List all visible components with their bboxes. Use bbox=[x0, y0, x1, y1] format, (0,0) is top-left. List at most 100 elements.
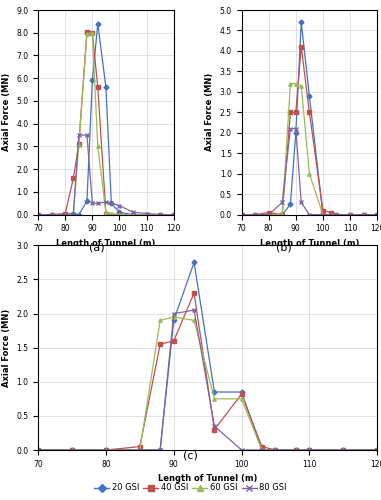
80 GSI bbox=[307, 212, 312, 218]
40 GSI bbox=[171, 338, 176, 344]
80 GSI bbox=[253, 212, 258, 218]
60 GSI bbox=[192, 318, 196, 324]
80 GSI bbox=[117, 202, 122, 208]
80 GSI bbox=[158, 212, 162, 218]
60 GSI bbox=[212, 396, 217, 402]
60 GSI bbox=[280, 212, 285, 218]
Line: 80 GSI: 80 GSI bbox=[36, 308, 379, 452]
60 GSI bbox=[144, 212, 149, 218]
40 GSI bbox=[334, 212, 339, 218]
60 GSI bbox=[341, 447, 346, 453]
60 GSI bbox=[239, 396, 244, 402]
Y-axis label: Axial Force (MN): Axial Force (MN) bbox=[205, 73, 214, 152]
20 GSI bbox=[158, 447, 162, 453]
Line: 40 GSI: 40 GSI bbox=[36, 292, 379, 452]
20 GSI bbox=[375, 447, 379, 453]
20 GSI bbox=[71, 210, 76, 216]
20 GSI bbox=[144, 212, 149, 218]
20 GSI bbox=[36, 447, 40, 453]
80 GSI bbox=[299, 200, 304, 205]
80 GSI bbox=[293, 447, 298, 453]
20 GSI bbox=[104, 447, 108, 453]
60 GSI bbox=[375, 447, 379, 453]
40 GSI bbox=[63, 210, 67, 216]
20 GSI bbox=[138, 447, 142, 453]
20 GSI bbox=[375, 212, 379, 218]
80 GSI bbox=[63, 212, 67, 218]
Line: 20 GSI: 20 GSI bbox=[36, 22, 176, 216]
60 GSI bbox=[77, 142, 81, 148]
Line: 40 GSI: 40 GSI bbox=[240, 45, 379, 216]
40 GSI bbox=[329, 210, 333, 216]
80 GSI bbox=[288, 126, 293, 132]
Text: (b): (b) bbox=[276, 242, 292, 252]
20 GSI bbox=[321, 212, 325, 218]
80 GSI bbox=[70, 447, 74, 453]
80 GSI bbox=[131, 210, 135, 216]
20 GSI bbox=[36, 212, 40, 218]
80 GSI bbox=[171, 212, 176, 218]
20 GSI bbox=[288, 202, 293, 207]
40 GSI bbox=[158, 212, 162, 218]
40 GSI bbox=[293, 447, 298, 453]
20 GSI bbox=[329, 212, 333, 218]
80 GSI bbox=[171, 310, 176, 316]
20 GSI bbox=[280, 212, 285, 218]
40 GSI bbox=[375, 447, 379, 453]
20 GSI bbox=[361, 212, 366, 218]
20 GSI bbox=[307, 447, 312, 453]
40 GSI bbox=[253, 212, 258, 218]
40 GSI bbox=[36, 212, 40, 218]
60 GSI bbox=[36, 447, 40, 453]
60 GSI bbox=[171, 212, 176, 218]
60 GSI bbox=[266, 212, 271, 218]
20 GSI bbox=[348, 212, 352, 218]
X-axis label: Length of Tunnel (m): Length of Tunnel (m) bbox=[56, 239, 155, 248]
20 GSI bbox=[96, 20, 100, 26]
80 GSI bbox=[212, 423, 217, 429]
40 GSI bbox=[138, 444, 142, 450]
80 GSI bbox=[50, 212, 54, 218]
Line: 80 GSI: 80 GSI bbox=[240, 127, 379, 216]
80 GSI bbox=[77, 132, 81, 138]
40 GSI bbox=[307, 447, 312, 453]
60 GSI bbox=[109, 210, 114, 216]
20 GSI bbox=[334, 212, 339, 218]
60 GSI bbox=[138, 447, 142, 453]
80 GSI bbox=[375, 447, 379, 453]
40 GSI bbox=[171, 212, 176, 218]
80 GSI bbox=[341, 447, 346, 453]
20 GSI bbox=[253, 212, 258, 218]
40 GSI bbox=[375, 212, 379, 218]
40 GSI bbox=[117, 212, 122, 218]
Y-axis label: Axial Force (MN): Axial Force (MN) bbox=[2, 308, 11, 387]
80 GSI bbox=[321, 212, 325, 218]
40 GSI bbox=[96, 84, 100, 90]
60 GSI bbox=[96, 144, 100, 150]
20 GSI bbox=[259, 447, 264, 453]
60 GSI bbox=[361, 212, 366, 218]
40 GSI bbox=[239, 391, 244, 397]
40 GSI bbox=[104, 447, 108, 453]
40 GSI bbox=[348, 212, 352, 218]
60 GSI bbox=[288, 80, 293, 86]
20 GSI bbox=[117, 210, 122, 216]
40 GSI bbox=[280, 212, 285, 218]
Line: 20 GSI: 20 GSI bbox=[240, 20, 379, 216]
80 GSI bbox=[144, 210, 149, 216]
80 GSI bbox=[239, 447, 244, 453]
40 GSI bbox=[259, 444, 264, 450]
60 GSI bbox=[63, 212, 67, 218]
Line: 40 GSI: 40 GSI bbox=[36, 30, 176, 216]
20 GSI bbox=[63, 212, 67, 218]
60 GSI bbox=[158, 318, 162, 324]
40 GSI bbox=[299, 44, 304, 50]
60 GSI bbox=[104, 447, 108, 453]
40 GSI bbox=[70, 447, 74, 453]
20 GSI bbox=[131, 212, 135, 218]
80 GSI bbox=[109, 200, 114, 206]
X-axis label: Length of Tunnel (m): Length of Tunnel (m) bbox=[260, 239, 359, 248]
80 GSI bbox=[375, 212, 379, 218]
60 GSI bbox=[329, 212, 333, 218]
40 GSI bbox=[239, 212, 244, 218]
